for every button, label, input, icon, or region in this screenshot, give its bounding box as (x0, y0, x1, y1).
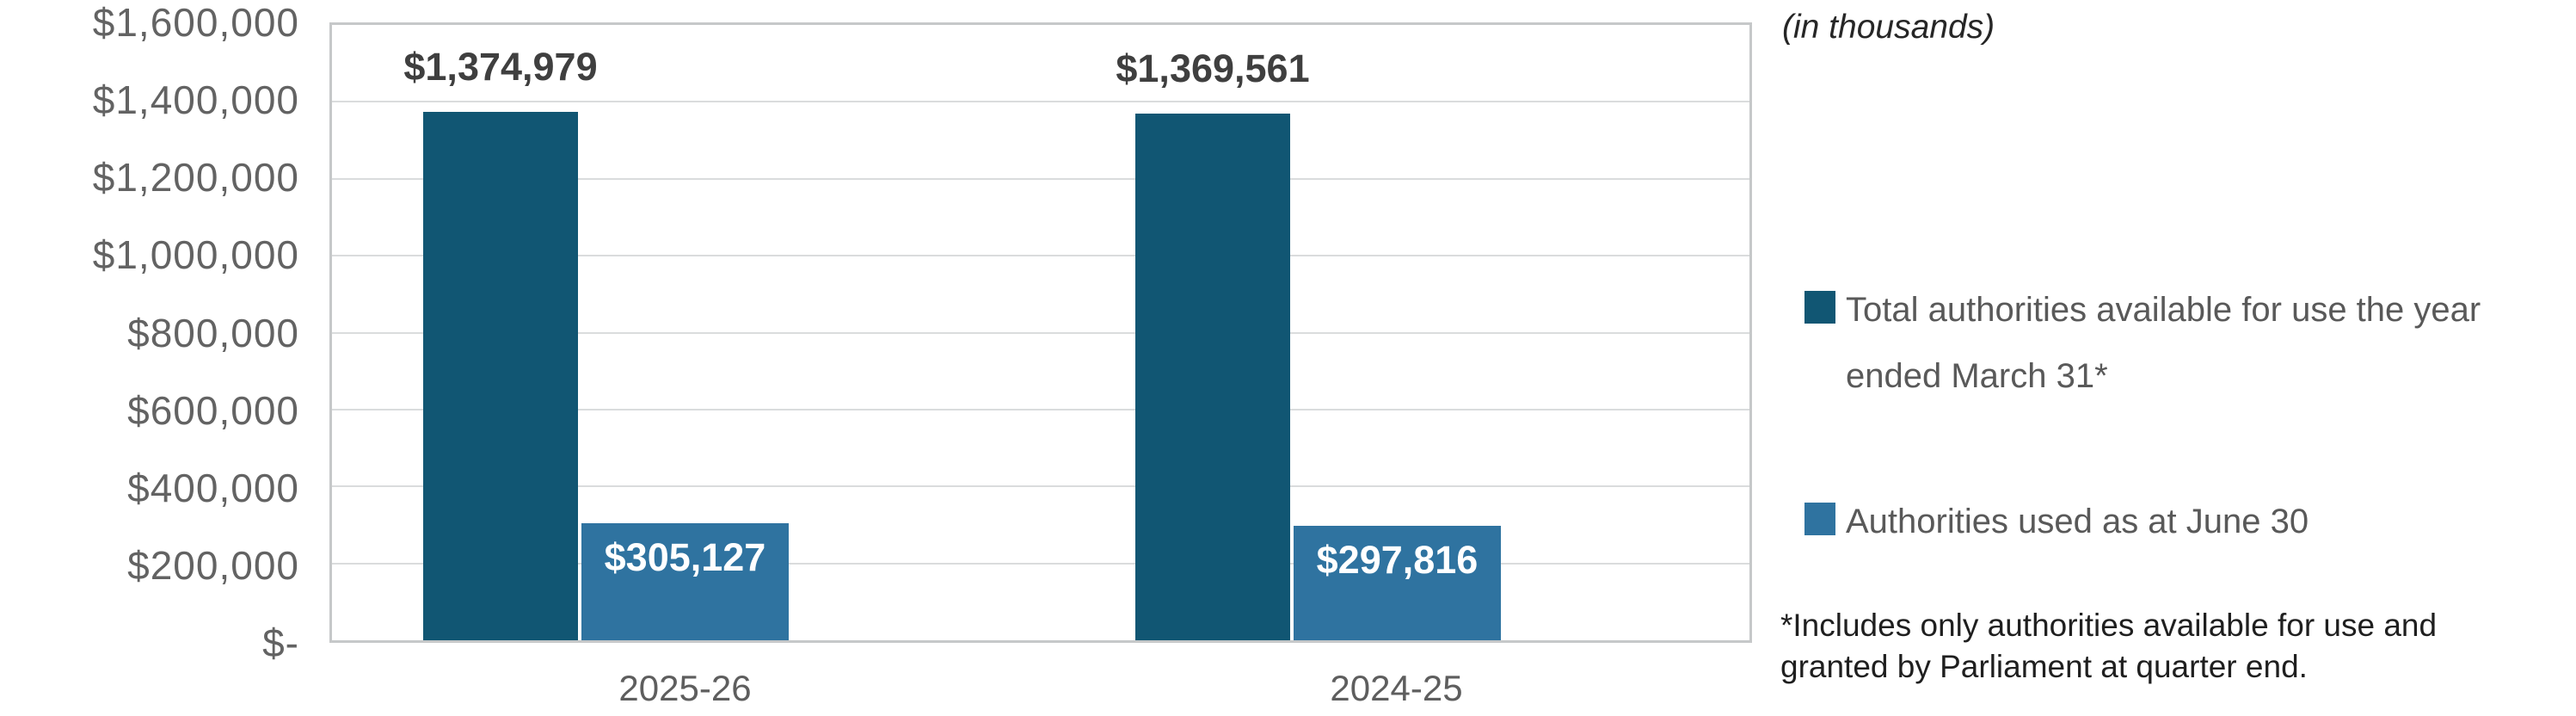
legend-label-line: Authorities used as at June 30 (1846, 503, 2309, 540)
gridline (332, 562, 1749, 565)
x-axis: 2025-26 2024-25 (329, 645, 1752, 716)
y-axis-tick-label: $400,000 (127, 465, 299, 510)
gridline (332, 177, 1749, 180)
y-axis-tick-label: $1,200,000 (92, 155, 299, 201)
bar-value-label: $297,816 (1316, 537, 1479, 582)
bar-authorities-used-2024-25: $297,816 (1294, 525, 1501, 640)
footnote-line: *Includes only authorities available for… (1780, 608, 2438, 643)
legend-marker-total-authorities-icon (1804, 291, 1835, 324)
x-axis-label-2024-25: 2024-25 (1330, 668, 1463, 708)
y-axis-tick-label: $600,000 (127, 387, 299, 433)
bar-total-authorities-2024-25: $1,369,561 (1116, 46, 1310, 640)
gridline (332, 331, 1749, 334)
bar-value-label: $1,374,979 (403, 44, 598, 89)
y-axis-tick-label: $1,000,000 (92, 232, 299, 278)
legend-label-authorities-used: Authorities used as at June 30 (1846, 489, 2309, 555)
plot-area: $1,374,979 $305,127 $1,369,561 $297,816 (329, 22, 1752, 643)
bar-value-label: $1,369,561 (1116, 46, 1310, 90)
bar-value-label: $305,127 (604, 534, 766, 579)
legend-item-authorities-used: Authorities used as at June 30 (1780, 489, 2309, 555)
y-axis-tick-label: $- (262, 620, 299, 665)
gridline (332, 101, 1749, 103)
footnote: *Includes only authorities available for… (1780, 605, 2437, 688)
chart-annotations: (in thousands) Total authorities availab… (1780, 0, 2576, 716)
y-axis-tick-label: $1,400,000 (92, 77, 299, 123)
bar-total-authorities-2025-26: $1,374,979 (403, 45, 598, 640)
legend-label-line: ended March 31* (1846, 357, 2108, 395)
x-axis-label-2025-26: 2025-26 (618, 668, 752, 708)
y-axis-tick-label: $1,600,000 (92, 0, 299, 45)
gridline (332, 255, 1749, 257)
footnote-line: granted by Parliament at quarter end. (1780, 649, 2308, 684)
y-axis: $1,600,000 $1,400,000 $1,200,000 $1,000,000… (0, 0, 299, 665)
legend-marker-authorities-used-icon (1804, 503, 1835, 535)
gridlines (332, 25, 1749, 640)
legend-item-total-authorities: Total authorities available for use the … (1780, 277, 2481, 410)
y-axis-tick-label: $200,000 (127, 542, 299, 588)
gridline (332, 485, 1749, 488)
y-axis-tick-label: $800,000 (127, 310, 299, 355)
gridline (332, 408, 1749, 410)
legend-label-line: Total authorities available for use the … (1846, 291, 2481, 329)
bar-authorities-used-2025-26: $305,127 (581, 522, 789, 640)
units-note: (in thousands) (1782, 9, 1995, 46)
legend-label-total-authorities: Total authorities available for use the … (1846, 277, 2481, 410)
